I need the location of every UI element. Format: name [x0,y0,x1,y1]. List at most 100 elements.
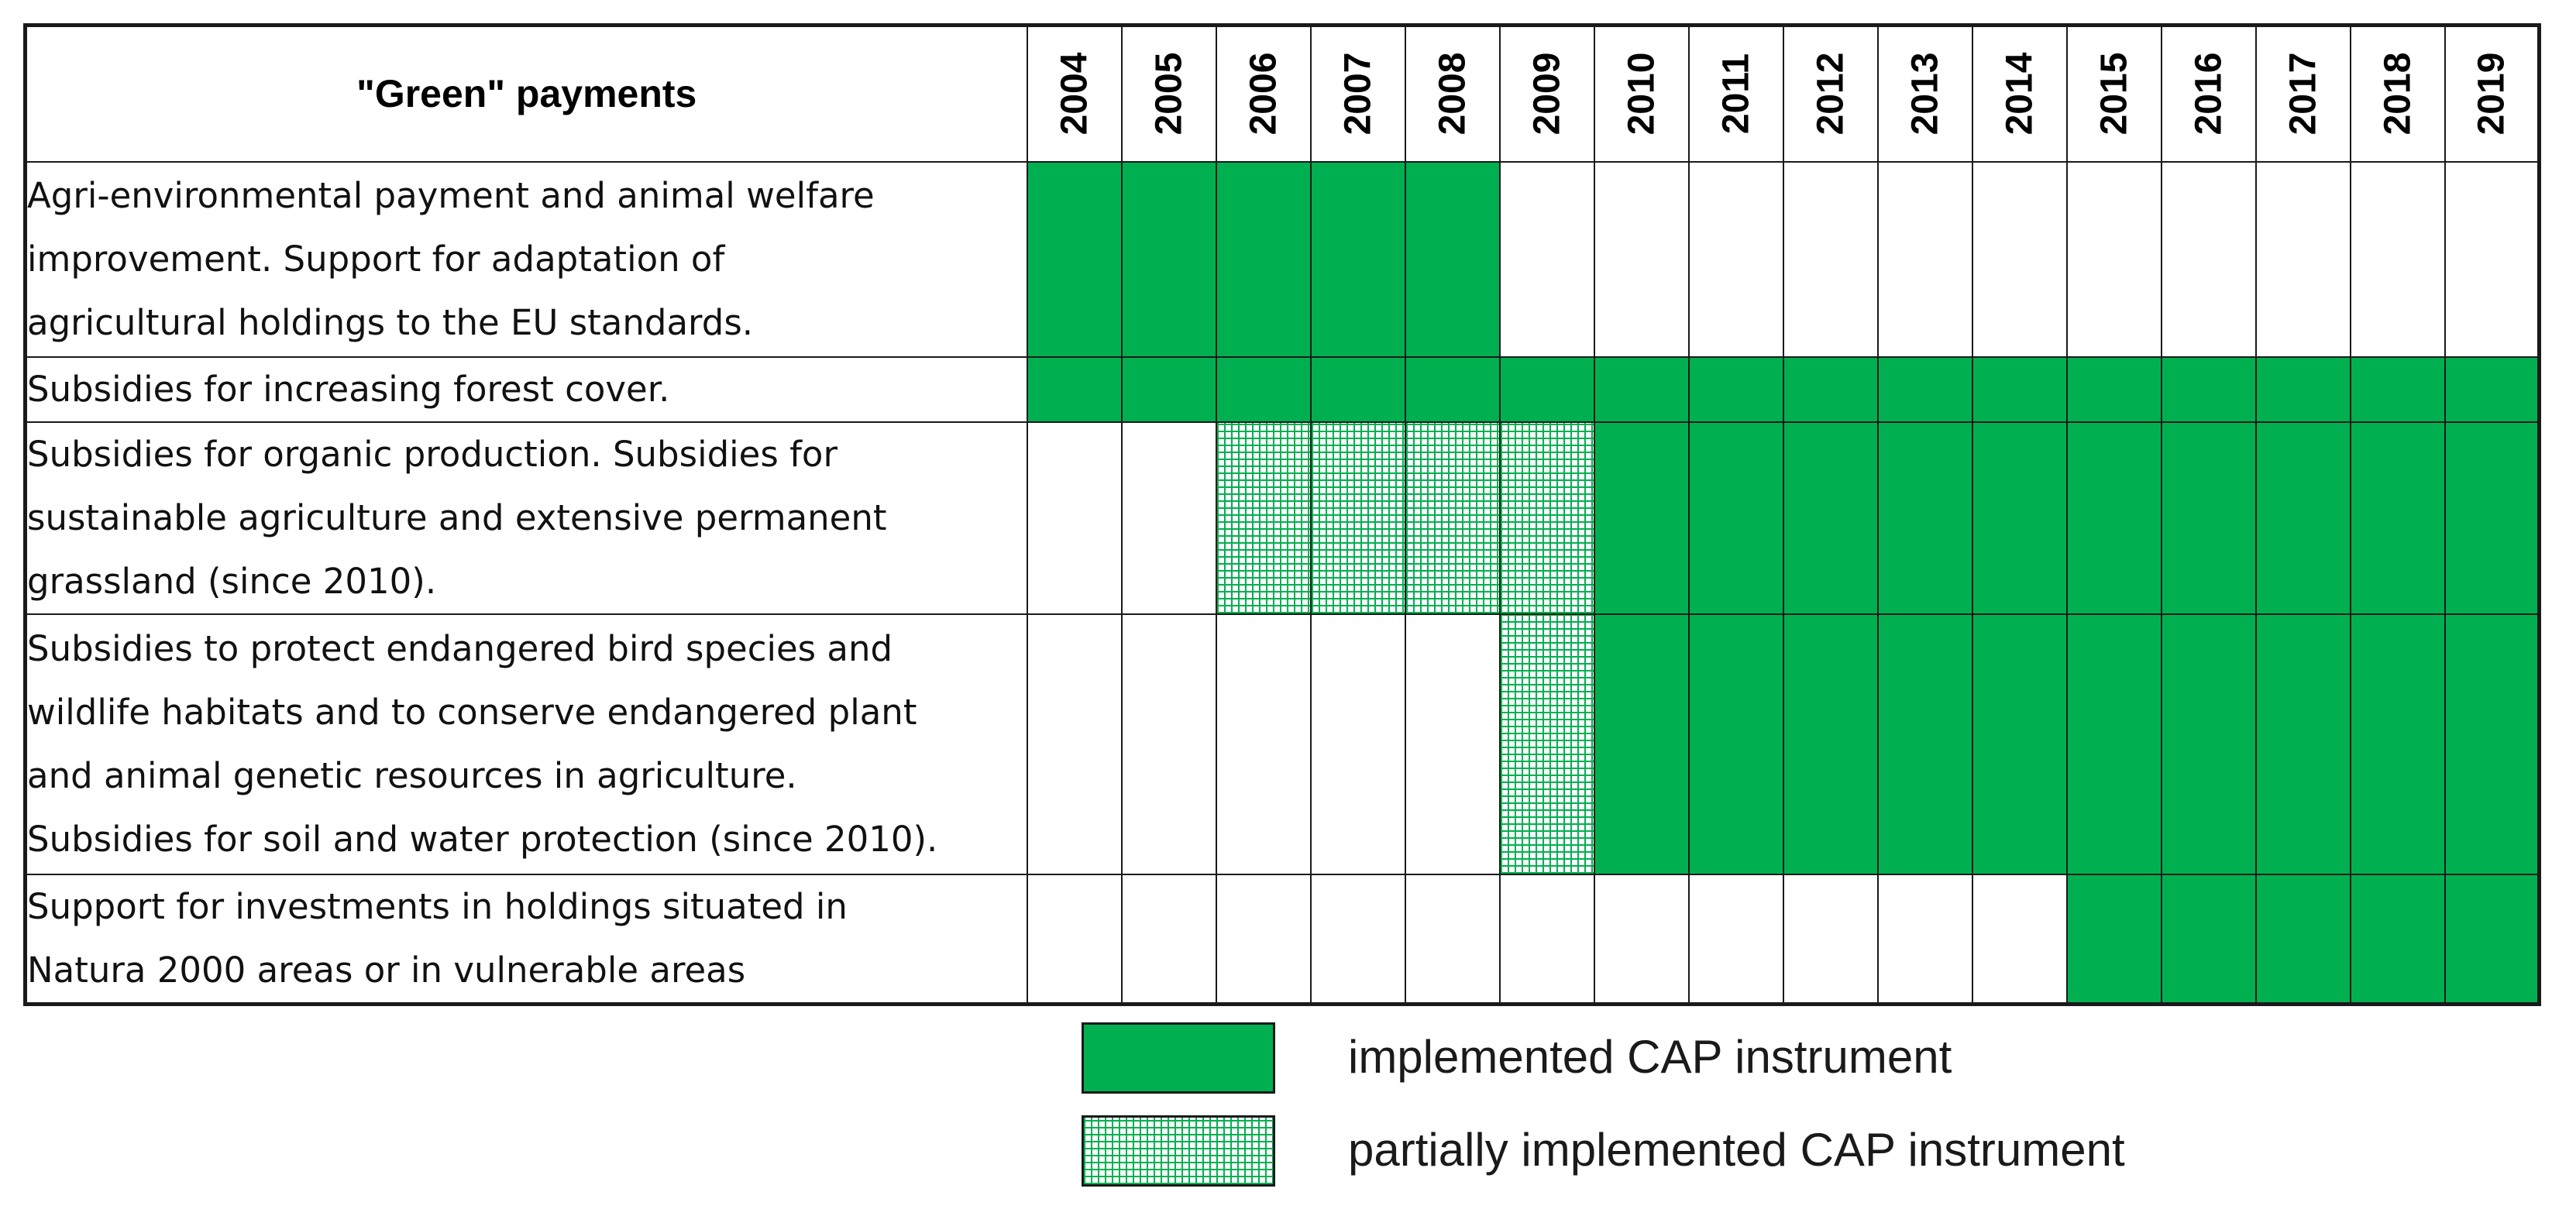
timeline-cell-2012-full [1782,613,1879,875]
row-label-line: Subsidies to protect endangered bird spe… [27,627,893,669]
year-label: 2010 [1621,52,1662,136]
timeline-cell-2007-full [1309,356,1406,423]
timeline-cell-2006-full [1215,160,1312,358]
row-label-line: grassland (since 2010). [27,560,437,602]
year-header-2008: 2008 [1404,24,1501,163]
legend-label: partially implemented CAP instrument [1348,1124,2125,1176]
row-label-line: Subsidies for increasing forest cover. [27,368,670,410]
year-label: 2005 [1148,52,1189,136]
legend-item-full: implemented CAP instrument [1082,1022,2321,1115]
timeline-cell-2018-full [2349,421,2446,615]
timeline-cell-2014-none [1971,160,2068,358]
timeline-cell-2012-none [1782,160,1879,358]
header-row: "Green" payments 2004 2005 2006 2007 2008 200… [24,24,2540,163]
timeline-cell-2008-partial [1404,421,1501,615]
timeline-cell-2008-none [1404,613,1501,875]
timeline-cell-2016-full [2160,356,2257,423]
timeline-cell-2009-none [1498,160,1595,358]
timeline-cell-2015-none [2065,160,2162,358]
year-label: 2006 [1243,52,1284,136]
timeline-cell-2017-full [2254,613,2351,875]
year-label: 2004 [1054,52,1095,136]
table-row: Subsidies for increasing forest cover. [24,356,2540,423]
timeline-cell-2012-none [1782,873,1879,1005]
legend-label: implemented CAP instrument [1348,1031,1952,1083]
timeline-cell-2009-partial [1498,421,1595,615]
timeline-cell-2017-full [2254,356,2351,423]
row-label-line: Subsidies for organic production. Subsid… [27,433,837,475]
timeline-cell-2007-none [1309,873,1406,1005]
timeline-cell-2016-none [2160,160,2257,358]
year-header-2007: 2007 [1309,24,1406,163]
timeline-cell-2005-full [1120,356,1217,423]
row-label-line: Support for investments in holdings situ… [27,885,848,927]
year-label: 2008 [1432,52,1473,136]
timeline-cell-2009-partial [1498,613,1595,875]
timeline-cell-2006-none [1215,613,1312,875]
row-label: Support for investments in holdings situ… [24,873,1028,1005]
year-header-2004: 2004 [1026,24,1123,163]
row-label-line: Subsidies for soil and water protection … [27,818,938,860]
timeline-cell-2019-full [2444,356,2540,423]
timeline-cell-2014-full [1971,613,2068,875]
timeline-cell-2013-none [1876,873,1973,1005]
timeline-cell-2010-full [1593,613,1690,875]
legend-swatch-partial [1082,1115,1275,1187]
timeline-cell-2007-partial [1309,421,1406,615]
timeline-cell-2012-full [1782,421,1879,615]
year-header-2006: 2006 [1215,24,1312,163]
timeline-cell-2015-full [2065,613,2162,875]
row-label: Subsidies for increasing forest cover. [24,356,1028,423]
year-header-2005: 2005 [1120,24,1217,163]
year-header-2009: 2009 [1498,24,1595,163]
row-label: Subsidies to protect endangered bird spe… [24,613,1028,875]
year-label: 2009 [1526,52,1567,136]
table-row: Agri-environmental payment and animal we… [24,160,2540,358]
timeline-cell-2006-partial [1215,421,1312,615]
row-label: Subsidies for organic production. Subsid… [24,421,1028,615]
year-header-2012: 2012 [1782,24,1879,163]
year-label: 2017 [2282,52,2323,136]
timeline-cell-2011-none [1687,873,1784,1005]
timeline-cell-2013-full [1876,421,1973,615]
timeline-cell-2011-full [1687,613,1784,875]
year-label: 2007 [1337,52,1378,136]
timeline-cell-2017-none [2254,160,2351,358]
year-header-2013: 2013 [1876,24,1973,163]
timeline-cell-2004-none [1026,873,1123,1005]
year-header-2014: 2014 [1971,24,2068,163]
timeline-cell-2010-none [1593,873,1690,1005]
year-header-2018: 2018 [2349,24,2446,163]
timeline-cell-2015-full [2065,356,2162,423]
timeline-cell-2015-full [2065,873,2162,1005]
timeline-cell-2013-full [1876,613,1973,875]
year-header-2010: 2010 [1593,24,1690,163]
year-header-2015: 2015 [2065,24,2162,163]
year-header-2019: 2019 [2444,24,2540,163]
timeline-cell-2015-full [2065,421,2162,615]
row-label-line: Natura 2000 areas or in vulnerable areas [27,949,746,991]
timeline-cell-2010-full [1593,356,1690,423]
row-label: Agri-environmental payment and animal we… [24,160,1028,358]
timeline-cell-2005-none [1120,873,1217,1005]
timeline-cell-2004-full [1026,356,1123,423]
year-label: 2012 [1810,52,1851,136]
timeline-cell-2004-full [1026,160,1123,358]
table-row: Subsidies to protect endangered bird spe… [24,613,2540,875]
year-header-2016: 2016 [2160,24,2257,163]
table-title: "Green" payments [24,24,1028,163]
timeline-cell-2017-full [2254,421,2351,615]
timeline-cell-2011-full [1687,421,1784,615]
timeline-cell-2009-full [1498,356,1595,423]
table-body: Agri-environmental payment and animal we… [24,160,2540,1005]
year-label: 2016 [2188,52,2229,136]
timeline-cell-2005-full [1120,160,1217,358]
timeline-cell-2014-none [1971,873,2068,1005]
timeline-cell-2008-none [1404,873,1501,1005]
legend: implemented CAP instrument partially impl… [1082,1022,2321,1208]
timeline-cell-2014-full [1971,421,2068,615]
table-row: Support for investments in holdings situ… [24,873,2540,1005]
timeline-cell-2010-none [1593,160,1690,358]
row-label-line: wildlife habitats and to conserve endang… [27,691,917,733]
timeline-cell-2013-none [1876,160,1973,358]
